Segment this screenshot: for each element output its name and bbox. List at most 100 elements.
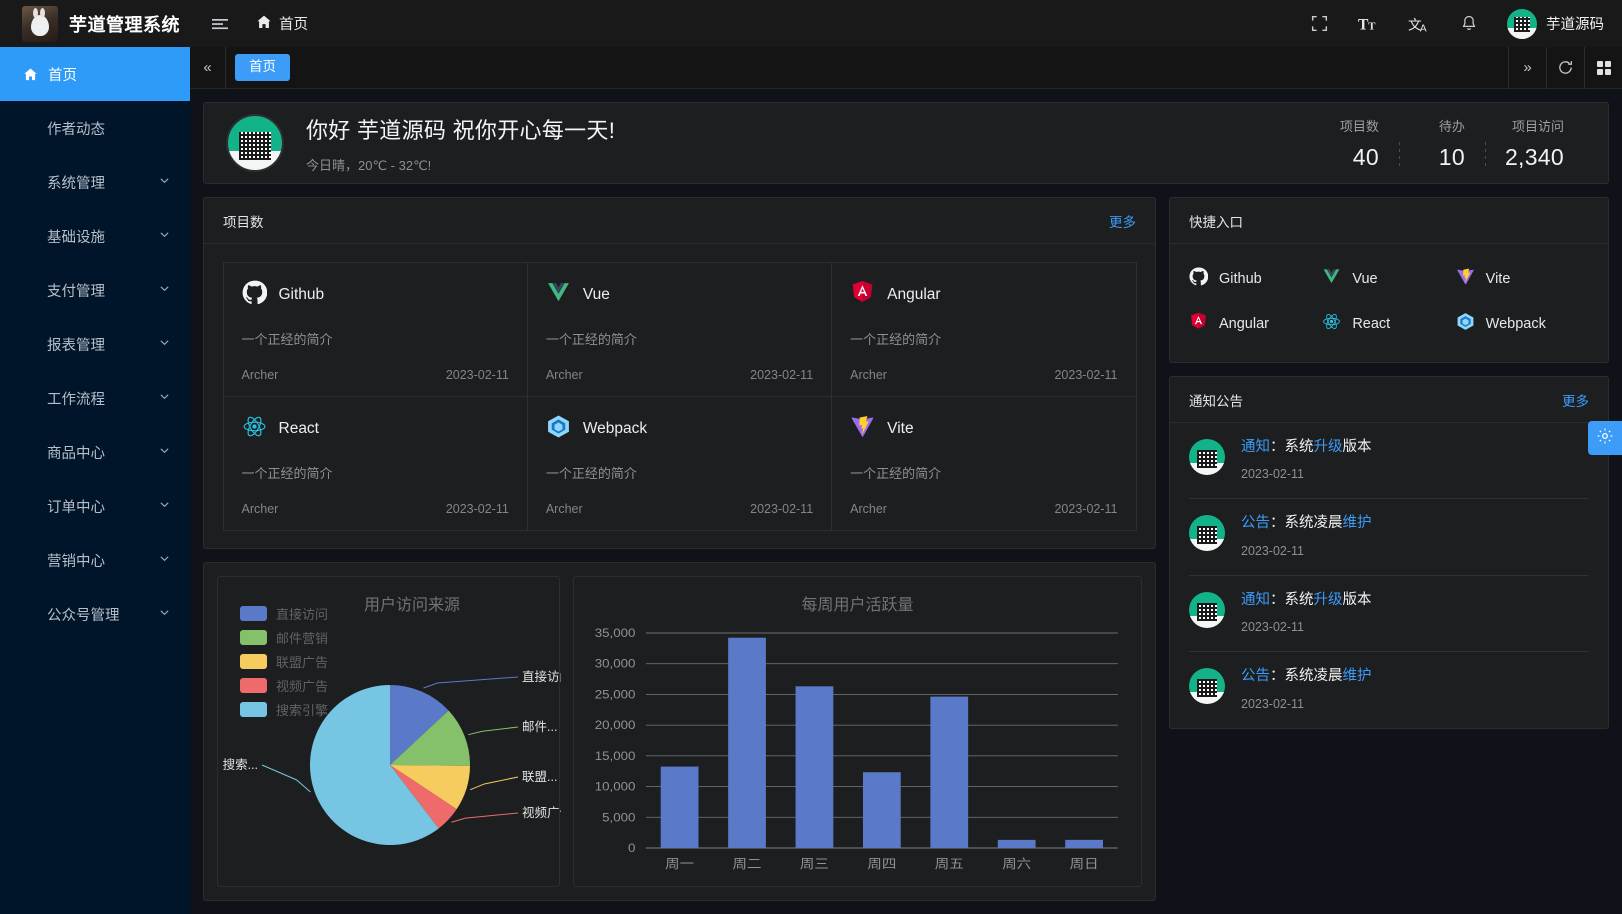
avatar (226, 114, 284, 172)
react-icon (242, 414, 267, 444)
svg-text:T: T (1368, 20, 1376, 32)
legend-item[interactable]: 搜索引擎 (240, 697, 328, 721)
hamburger-icon[interactable] (206, 10, 234, 38)
tabs-scroll-right-icon[interactable]: » (1508, 46, 1546, 89)
sidebar-item-report[interactable]: 报表管理 (0, 317, 190, 371)
legend-item[interactable]: 联盟广告 (240, 649, 328, 673)
sidebar-item-infrastructure[interactable]: 基础设施 (0, 209, 190, 263)
project-card[interactable]: Github 一个正经的简介 Archer 2023-02-11 (222, 261, 528, 397)
sidebar-item-payment[interactable]: 支付管理 (0, 263, 190, 317)
project-date: 2023-02-11 (1054, 367, 1118, 382)
project-desc: 一个正经的简介 (545, 465, 637, 481)
svg-text:文: 文 (1408, 17, 1422, 33)
greeting-weather: 今日晴，20℃ - 32℃! (306, 157, 432, 173)
tab-home[interactable]: 首页 (235, 54, 290, 81)
quick-entry-react[interactable]: React (1322, 305, 1455, 342)
refresh-icon[interactable] (1546, 46, 1584, 89)
legend-item[interactable]: 视频广告 (240, 673, 328, 697)
notice-title: 通知：系统升级版本 (1241, 591, 1372, 608)
svg-text:周日: 周日 (1070, 857, 1099, 872)
quick-entry-label: Angular (1219, 315, 1269, 332)
svg-text:30,000: 30,000 (595, 658, 636, 671)
project-card[interactable]: Angular 一个正经的简介 Archer 2023-02-11 (831, 261, 1137, 397)
project-name: Vite (887, 419, 914, 437)
stat-value: 10 (1438, 143, 1465, 170)
stat-value: 2,340 (1504, 143, 1564, 170)
quick-entry-label: Vite (1485, 270, 1511, 287)
quick-entry-angular[interactable]: Angular (1189, 305, 1322, 342)
translate-icon[interactable]: 文 A (1407, 12, 1431, 36)
middle-row: 项目数 更多 Github (203, 197, 1609, 901)
quick-entry-vue[interactable]: Vue (1322, 260, 1455, 297)
quick-entry-vite[interactable]: Vite (1456, 260, 1589, 297)
stat-todo: 待办 10 (1398, 116, 1485, 171)
svg-text:联盟...: 联盟... (522, 770, 557, 784)
notice-title: 公告：系统凌晨维护 (1241, 515, 1372, 532)
legend-item[interactable]: 直接访问 (240, 601, 328, 625)
breadcrumb-home[interactable]: 首页 (256, 13, 308, 34)
notices-more-link[interactable]: 更多 (1562, 393, 1589, 409)
tabs-scroll-left-icon[interactable]: « (190, 46, 226, 89)
sidebar-item-product-center[interactable]: 商品中心 (0, 425, 190, 479)
project-card[interactable]: Vue 一个正经的简介 Archer 2023-02-11 (526, 261, 833, 397)
legend-swatch (240, 677, 267, 693)
project-card[interactable]: React 一个正经的简介 Archer 2023-02-11 (222, 395, 528, 531)
projects-header: 项目数 更多 (204, 198, 1155, 244)
quick-entry-github[interactable]: Github (1189, 260, 1322, 297)
notice-date: 2023-02-11 (1241, 543, 1305, 558)
project-card[interactable]: Webpack 一个正经的简介 Archer 2023-02-11 (526, 395, 833, 531)
bar-chart[interactable]: 每周用户活跃量 0 5,000 10,000 15,000 20,000 25,000 30… (573, 576, 1142, 887)
notice-item[interactable]: 通知：系统升级版本 2023-02-11 (1189, 576, 1589, 653)
sidebar-item-mp-manage[interactable]: 公众号管理 (0, 587, 190, 641)
chevron-down-icon (159, 282, 170, 298)
svg-text:周五: 周五 (935, 857, 964, 872)
bell-icon[interactable] (1457, 12, 1481, 36)
project-card[interactable]: Vite 一个正经的简介 Archer 2023-02-11 (831, 395, 1137, 531)
project-name: Vue (582, 285, 610, 303)
project-desc: 一个正经的简介 (545, 331, 637, 347)
settings-drawer-button[interactable] (1588, 421, 1622, 455)
bar-chart-canvas: 0 5,000 10,000 15,000 20,000 25,000 30,000 35,0… (595, 627, 1118, 872)
project-heading: React (242, 414, 509, 444)
font-size-icon[interactable]: T T (1357, 12, 1381, 36)
sidebar-item-home[interactable]: 首页 (0, 47, 190, 101)
legend-swatch (240, 653, 267, 669)
content-scroll-area[interactable]: 你好 芋道源码 祝你开心每一天! 今日晴，20℃ - 32℃! 项目数 40 待… (190, 89, 1622, 914)
quick-entry-card: 快捷入口 Github Vue (1169, 197, 1609, 363)
user-menu[interactable]: 芋道源码 (1507, 8, 1604, 39)
sidebar-item-workflow[interactable]: 工作流程 (0, 371, 190, 425)
main-column: « 首页 » (190, 46, 1622, 914)
fullscreen-icon[interactable] (1307, 12, 1331, 36)
breadcrumb-home-label: 首页 (279, 17, 308, 33)
body: 首页 作者动态 系统管理 基础设施 支付管理 报表管理 工作流程 (0, 46, 1622, 914)
brand[interactable]: 芋道管理系统 (0, 5, 190, 42)
notice-item[interactable]: 通知：系统升级版本 2023-02-11 (1189, 423, 1589, 500)
notice-item[interactable]: 公告：系统凌晨维护 2023-02-11 (1189, 499, 1589, 576)
projects-more-link[interactable]: 更多 (1109, 214, 1136, 230)
svg-text:直接访问: 直接访问 (522, 669, 561, 684)
vite-icon (1456, 267, 1475, 290)
grid-layout-icon[interactable] (1584, 46, 1622, 89)
notice-date: 2023-02-11 (1241, 467, 1305, 482)
svg-text:10,000: 10,000 (595, 780, 636, 793)
greeting-stats: 项目数 40 待办 10 项目访问 2,340 (1313, 116, 1584, 171)
quick-entry-webpack[interactable]: Webpack (1456, 305, 1589, 342)
notices-card: 通知公告 更多 通知：系统升级版本 2023-02-11 (1169, 376, 1609, 729)
pie-chart[interactable]: 用户访问来源 直接访问 邮件营销 (217, 576, 561, 887)
notice-body: 公告：系统凌晨维护 2023-02-11 (1241, 668, 1372, 710)
legend-item[interactable]: 邮件营销 (240, 625, 328, 649)
notice-item[interactable]: 公告：系统凌晨维护 2023-02-11 (1189, 652, 1589, 727)
legend-label: 邮件营销 (276, 630, 329, 646)
sidebar-item-system[interactable]: 系统管理 (0, 155, 190, 209)
project-footer: Archer 2023-02-11 (242, 368, 509, 382)
sidebar-item-order-center[interactable]: 订单中心 (0, 479, 190, 533)
sidebar-item-marketing-center[interactable]: 营销中心 (0, 533, 190, 587)
project-desc: 一个正经的简介 (241, 331, 333, 347)
svg-text:搜索...: 搜索... (223, 757, 258, 772)
svg-text:A: A (1420, 23, 1427, 34)
project-author: Archer (850, 501, 887, 516)
angular-icon (850, 280, 875, 310)
sidebar-item-author-news[interactable]: 作者动态 (0, 101, 190, 155)
user-name: 芋道源码 (1546, 17, 1604, 33)
